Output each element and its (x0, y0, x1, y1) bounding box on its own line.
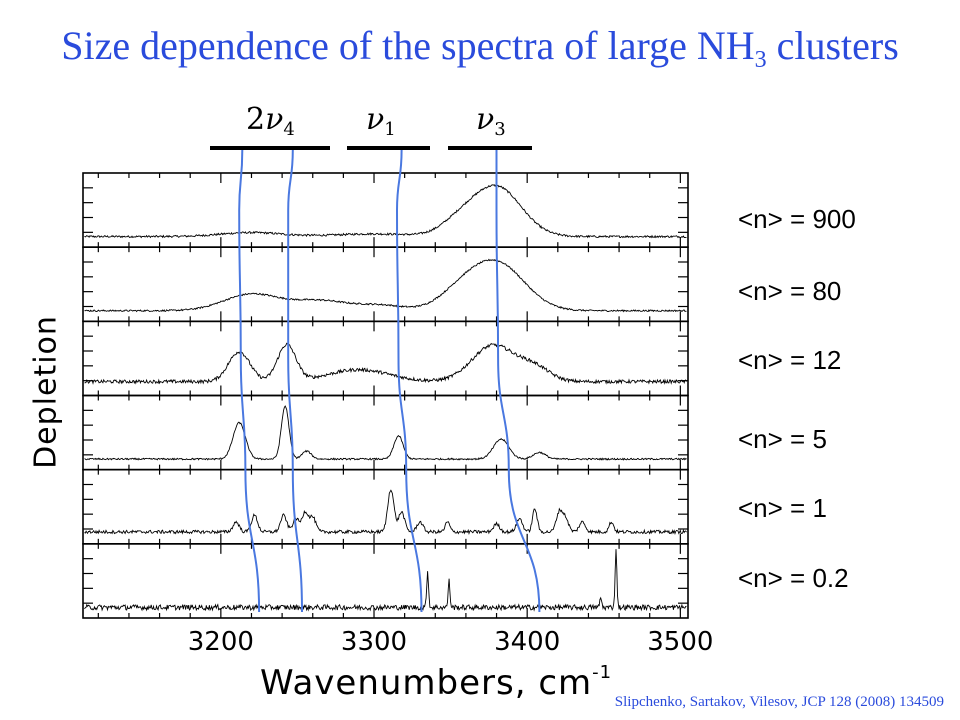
spectrum-trace-5 (84, 489, 687, 535)
band-label-nu1: ν1 (366, 102, 396, 140)
size-label-12: <n> = 12 (738, 345, 842, 375)
citation: Slipchenko, Sartakov, Vilesov, JCP 128 (… (614, 694, 944, 710)
spectrum-trace-2 (84, 258, 687, 313)
band-label-nu3: ν3 (476, 102, 506, 140)
guide-curve-1 (238, 149, 261, 613)
spectra-traces (84, 183, 687, 612)
x-tick-labels: 3200 3300 3400 3500 (188, 627, 714, 657)
x-tick-label: 3300 (341, 627, 407, 657)
guide-curve-2 (287, 149, 303, 613)
title-tail: clusters (766, 23, 899, 68)
spectrum-trace-1 (84, 183, 687, 239)
size-label-900: <n> = 900 (738, 204, 856, 234)
size-label-80: <n> = 80 (738, 276, 842, 306)
x-axis-label-main: Wavenumbers, cm (260, 663, 593, 703)
x-axis-label: Wavenumbers, cm-1 (260, 662, 612, 703)
band-subscript: 4 (283, 119, 295, 140)
guide-curves (238, 149, 541, 613)
nu-symbol: ν (366, 102, 385, 137)
band-label-2nu4: 2ν4 (246, 102, 295, 140)
panel-frame (82, 320, 689, 397)
guide-curve-3 (395, 149, 423, 613)
spectrum-trace-6 (84, 549, 687, 612)
page-title: Size dependence of the spectra of large … (0, 22, 960, 74)
size-label-1: <n> = 1 (738, 493, 827, 523)
title-subscript: 3 (754, 47, 767, 73)
x-tick-label: 3500 (647, 627, 713, 657)
x-axis-label-exponent: -1 (592, 662, 613, 683)
title-main: Size dependence of the spectra of large … (61, 23, 755, 68)
band-subscript: 3 (494, 119, 506, 140)
guide-curve-4 (495, 149, 541, 613)
panel-frame (82, 543, 689, 619)
nu-symbol: ν (265, 102, 284, 137)
x-tick-label: 3400 (494, 627, 560, 657)
nu-symbol: ν (476, 102, 495, 137)
band-subscript: 1 (384, 119, 396, 140)
size-label-5: <n> = 5 (738, 424, 827, 454)
size-label-0-2: <n> = 0.2 (738, 563, 849, 593)
spectrum-trace-3 (84, 342, 687, 385)
spectrum-trace-4 (84, 405, 687, 461)
band-prefix: 2 (246, 102, 266, 137)
x-tick-label: 3200 (188, 627, 254, 657)
panel-frames (82, 172, 689, 619)
